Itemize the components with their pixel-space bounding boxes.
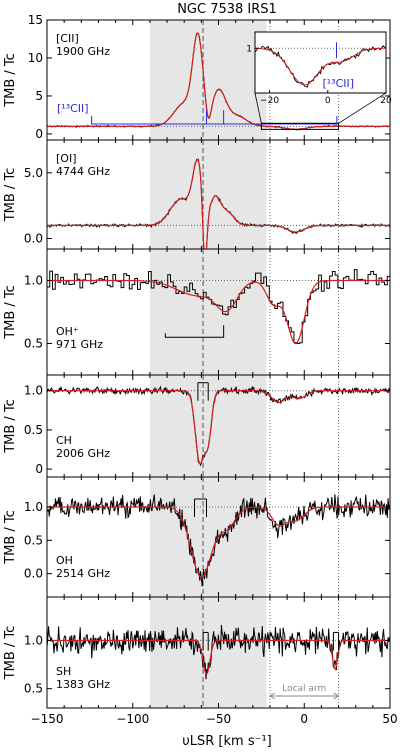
- model-fit: [47, 279, 390, 345]
- species-label: [CII]: [56, 32, 79, 45]
- y-tick-label: 0: [35, 127, 43, 141]
- frequency-label: 971 GHz: [56, 338, 103, 351]
- model-fit: [47, 158, 390, 249]
- inset-x-tick-label: 20: [380, 96, 392, 106]
- model-fit: [47, 32, 390, 130]
- observed-spectrum: [47, 494, 390, 587]
- y-tick-label: 0.5: [24, 682, 43, 696]
- model-fit: [47, 390, 390, 465]
- inset-x-tick-label: 0: [325, 96, 331, 106]
- inset-observed: [254, 45, 387, 88]
- y-tick-label: 1.0: [24, 500, 43, 514]
- inset-x-tick-label: −20: [260, 96, 279, 106]
- inset-region: [260, 122, 340, 130]
- local-arm-label: Local arm: [282, 684, 326, 694]
- y-axis-title: TMB / Tc: [3, 285, 18, 340]
- species-label: OH⁺: [56, 325, 79, 338]
- y-tick-label: 1.0: [24, 633, 43, 647]
- inset-y-tick-label: 1: [246, 44, 252, 54]
- x-tick-label: 0: [300, 712, 308, 726]
- panel-2: 0.5 1.0 TMB / Tc OH⁺971 GHz: [3, 248, 391, 376]
- inset-connector: [338, 92, 387, 124]
- y-tick-label: 0.5: [24, 337, 43, 351]
- y-axis-title: TMB / Tc: [3, 626, 18, 681]
- y-axis-title: TMB / Tc: [3, 510, 18, 565]
- y-axis-title: TMB / Tc: [3, 399, 18, 454]
- y-tick-label: 5.0: [24, 166, 43, 180]
- x-tick-label: −150: [31, 712, 64, 726]
- frequency-label: 2514 GHz: [56, 567, 110, 580]
- species-label: [OI]: [56, 152, 77, 165]
- y-tick-label: 0.5: [24, 533, 43, 547]
- observed-spectrum: [47, 385, 390, 467]
- inset-label: [¹³CII]: [323, 77, 355, 90]
- frequency-label: 2006 GHz: [56, 447, 110, 460]
- y-tick-label: 5: [35, 89, 43, 103]
- x-tick-label: −50: [206, 712, 231, 726]
- y-tick-label: 0: [35, 462, 43, 476]
- y-tick-label: 0.0: [24, 231, 43, 245]
- x-tick-label: −100: [116, 712, 149, 726]
- x-axis-title: υLSR [km s⁻¹]: [182, 734, 272, 749]
- local-arm-arrowhead: [268, 692, 276, 700]
- model-fit: [47, 506, 390, 578]
- frequency-label: 4744 GHz: [56, 165, 110, 178]
- shaded-region: [149, 249, 267, 375]
- y-tick-label: 0.5: [24, 423, 43, 437]
- panel-1: 0.0 5.0 TMB / Tc [OI]4744 GHz: [3, 139, 391, 250]
- y-axis-title: TMB / Tc: [3, 168, 18, 223]
- inset: [¹³CII] −20 0 20 1: [246, 31, 392, 124]
- figure-title: NGC 7538 IRS1: [177, 2, 277, 17]
- inset-frame: [254, 31, 387, 94]
- species-label: CH: [56, 434, 72, 447]
- observed-spectrum: [47, 269, 390, 345]
- y-tick-label: 1.0: [24, 274, 43, 288]
- y-tick-label: 15: [28, 13, 43, 27]
- y-axis-title: TMB / Tc: [3, 53, 18, 108]
- frequency-label: 1900 GHz: [56, 45, 110, 58]
- y-tick-label: 1.0: [24, 384, 43, 398]
- c13-marker: [91, 116, 338, 125]
- y-tick-label: 10: [28, 51, 43, 65]
- frequency-label: 1383 GHz: [56, 678, 110, 691]
- c13-label: [¹³CII]: [57, 102, 89, 115]
- species-label: OH: [56, 554, 73, 567]
- observed-spectrum: [47, 624, 390, 680]
- hfs-bracket: [164, 325, 225, 338]
- shaded-region: [149, 597, 267, 708]
- local-arm-arrowhead: [333, 692, 340, 700]
- shaded-region: [149, 477, 267, 597]
- model-fit: [47, 639, 390, 676]
- inset-connector: [254, 92, 262, 124]
- inset-model: [254, 47, 386, 86]
- x-tick-label: 50: [382, 712, 397, 726]
- species-label: SH: [56, 665, 71, 678]
- shaded-region: [149, 140, 267, 249]
- y-tick-label: 0.0: [24, 567, 43, 581]
